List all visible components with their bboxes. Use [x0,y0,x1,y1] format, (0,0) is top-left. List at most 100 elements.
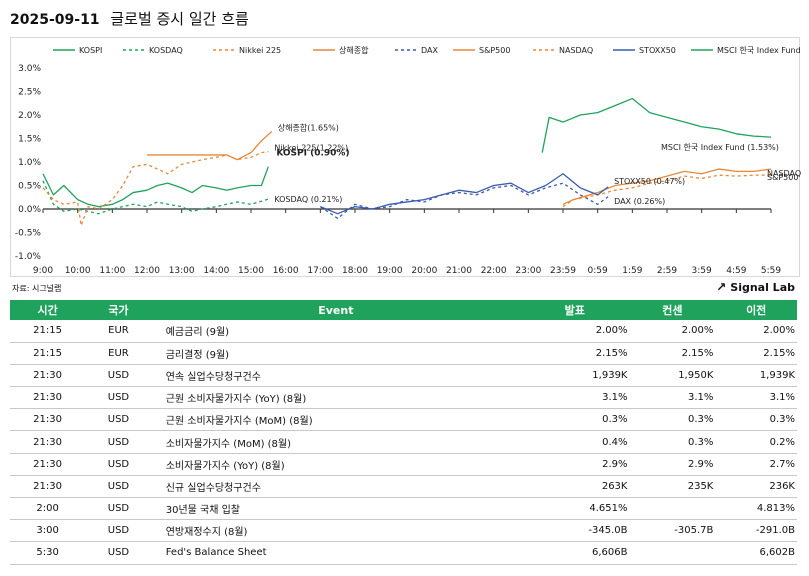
legend-label: KOSPI [79,46,102,55]
cell-event: Fed's Balance Sheet [151,541,520,565]
x-tick-label: 22:00 [481,266,507,276]
cell-time: 21:30 [10,475,86,499]
page-title: 글로벌 증시 일간 흐름 [110,10,249,28]
cell-time: 5:30 [10,541,86,565]
legend-label: DAX [421,46,438,55]
header-forecast: 컨센 [629,300,716,320]
table-row: 21:30 USD 근원 소비자물가지수 (MoM) (8월) 0.3% 0.3% 0.3… [10,408,797,432]
cell-event: 예금금리 (9월) [151,320,520,343]
cell-country: USD [85,364,152,388]
x-tick-label: 18:00 [342,266,368,276]
x-tick-label: 11:00 [99,266,125,276]
cell-previous: 6,602B [715,541,797,565]
table-header-row: 시간 국가 Event 발표 컨센 이전 [10,300,797,320]
table-row: 3:00 USD 연방재정수지 (8월) -345.0B -305.7B -291.0B [10,519,797,543]
cell-country: EUR [85,320,152,343]
y-tick-label: 0.0% [18,205,41,215]
header-time: 시간 [10,300,86,320]
table-row: 21:30 USD 소비자물가지수 (YoY) (8월) 2.9% 2.9% 2.7% [10,453,797,476]
cell-forecast: 235K [629,475,716,499]
cell-forecast: 3.1% [629,386,716,410]
cell-forecast [629,497,716,521]
table-row: 21:15 EUR 예금금리 (9월) 2.00% 2.00% 2.00% [10,320,797,343]
x-tick-label: 14:00 [203,266,229,276]
cell-actual: 0.3% [519,408,630,432]
market-chart: 3.0% 2.5% 2.0% 1.5% 1.0% 0.5% 0.0% -0.5% -1.0% 9:… [10,37,801,277]
x-tick-label: 2:59 [657,266,677,276]
y-tick-label: -1.0% [15,252,42,262]
header-previous: 이전 [715,300,797,320]
y-tick-label: 0.5% [18,182,41,192]
x-tick-label: 23:00 [515,266,541,276]
cell-country: USD [85,408,152,432]
cell-event: 근원 소비자물가지수 (YoY) (8월) [151,386,520,410]
cell-actual: 6,606B [519,541,630,565]
page-header: 2025-09-11 글로벌 증시 일간 흐름 [10,8,249,29]
legend-label: 상해종합 [339,45,369,55]
cell-forecast: 1,950K [629,364,716,388]
cell-forecast [629,541,716,565]
source-note: 자료: 시그널랩 [12,284,62,293]
table-row: 21:30 USD 근원 소비자물가지수 (YoY) (8월) 3.1% 3.1% 3.1… [10,386,797,410]
y-tick-label: 2.5% [18,88,41,98]
x-tick-label: 5:59 [761,266,781,276]
table-row: 21:30 USD 연속 실업수당청구건수 1,939K 1,950K 1,939K [10,364,797,388]
y-tick-label: 3.0% [18,64,41,74]
cell-event: 신규 실업수당청구건수 [151,475,520,499]
cell-previous: -291.0B [715,519,797,543]
economic-calendar-table: 시간 국가 Event 발표 컨센 이전 21:15 EUR 예금금리 (9월) 2.… [10,300,797,565]
legend-label: NASDAQ [559,46,593,55]
cell-forecast: 2.9% [629,453,716,476]
brand-logo: ↗ Signal Lab [716,280,795,294]
y-tick-label: 1.0% [18,158,41,168]
series-line [42,166,269,208]
cell-time: 21:30 [10,430,86,454]
y-tick-label: -0.5% [15,229,42,239]
series-end-label: MSCI 한국 Index Fund (1.53%) [661,143,779,152]
cell-time: 21:15 [10,342,86,365]
x-tick-label: 4:59 [726,266,746,276]
table-row: 21:15 EUR 금리결정 (9월) 2.15% 2.15% 2.15% [10,342,797,365]
x-tick-label: 19:00 [377,266,403,276]
series-line [320,173,609,215]
cell-country: USD [85,430,152,454]
cell-previous: 236K [715,475,797,499]
cell-forecast: 0.3% [629,430,716,454]
x-tick-label: 3:59 [692,266,712,276]
cell-event: 연속 실업수당청구건수 [151,364,520,388]
series-line [147,130,273,161]
cell-forecast: 0.3% [629,408,716,432]
cell-country: USD [85,541,152,565]
series-end-label: KOSDAQ (0.21%) [274,195,342,204]
cell-time: 3:00 [10,519,86,543]
cell-previous: 2.15% [715,342,797,365]
cell-country: USD [85,453,152,476]
chart-line-icon: ↗ [716,280,727,294]
cell-actual: 0.4% [519,430,630,454]
y-tick-label: 1.5% [18,135,41,145]
cell-actual: -345.0B [519,519,630,543]
x-tick-label: 9:00 [33,266,53,276]
header-event: Event [151,300,520,320]
cell-previous: 3.1% [715,386,797,410]
cell-country: USD [85,386,152,410]
cell-forecast: 2.00% [629,320,716,343]
cell-actual: 2.15% [519,342,630,365]
legend-label: S&P500 [479,46,510,55]
cell-event: 소비자물가지수 (YoY) (8월) [151,453,520,476]
cell-previous: 2.00% [715,320,797,343]
x-tick-label: 1:59 [622,266,642,276]
header-country: 국가 [85,300,152,320]
cell-time: 21:15 [10,320,86,343]
cell-previous: 1,939K [715,364,797,388]
table-row: 21:30 USD 신규 실업수당청구건수 263K 235K 236K [10,475,797,499]
line-chart-svg: 3.0% 2.5% 2.0% 1.5% 1.0% 0.5% 0.0% -0.5% -1.0% 9:… [15,45,801,276]
cell-previous: 0.3% [715,408,797,432]
legend-label: STOXX50 [639,46,676,55]
report-date: 2025-09-11 [10,12,100,28]
y-tick-label: 2.0% [18,111,41,121]
table-row: 2:00 USD 30년물 국채 입찰 4.651% 4.813% [10,497,797,521]
series-end-label: 상해종합(1.65%) [278,122,339,132]
cell-actual: 4.651% [519,497,630,521]
cell-actual: 263K [519,475,630,499]
